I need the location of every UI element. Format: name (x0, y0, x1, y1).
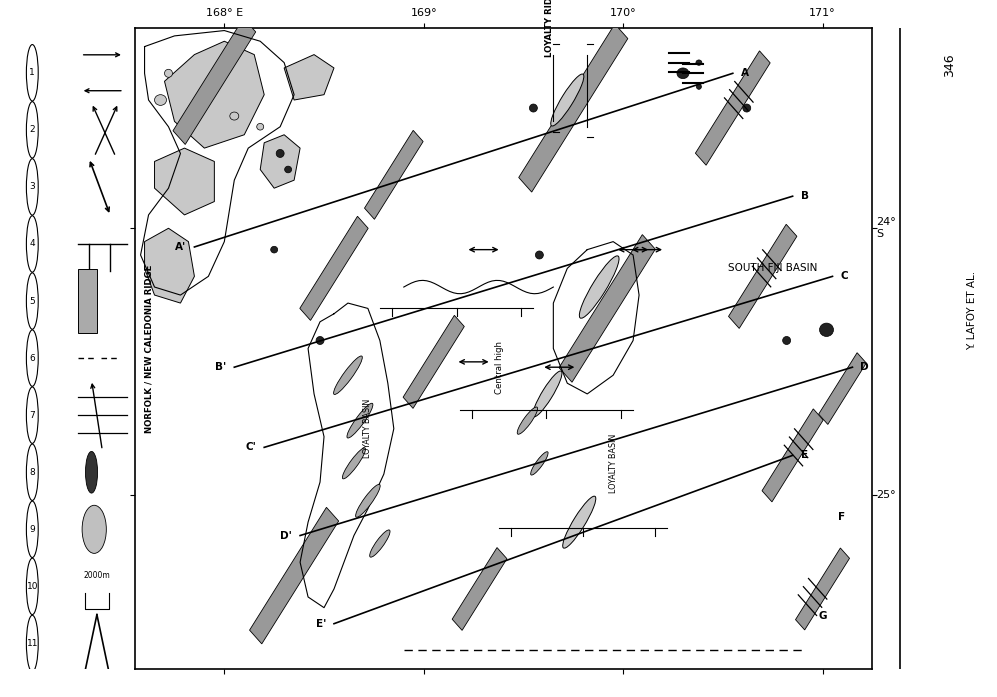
Text: E: E (801, 450, 808, 461)
Polygon shape (165, 41, 264, 148)
Text: 24°
S: 24° S (876, 217, 896, 239)
Ellipse shape (529, 104, 537, 112)
Text: B: B (801, 191, 809, 201)
Text: A': A' (175, 242, 186, 252)
Bar (453, 548, 506, 630)
Ellipse shape (743, 104, 751, 112)
Ellipse shape (696, 60, 702, 66)
Ellipse shape (579, 256, 619, 319)
Polygon shape (155, 148, 214, 215)
Text: 5: 5 (30, 296, 35, 305)
Bar (249, 507, 339, 644)
Ellipse shape (535, 251, 543, 259)
Text: 2: 2 (30, 125, 35, 135)
Text: 9: 9 (30, 525, 35, 534)
Ellipse shape (532, 371, 562, 417)
Ellipse shape (550, 74, 584, 126)
Text: LOYALTY RIDGE: LOYALTY RIDGE (544, 0, 554, 57)
Text: D: D (860, 362, 869, 372)
Text: Central high: Central high (495, 341, 504, 394)
Ellipse shape (347, 404, 373, 438)
Ellipse shape (697, 84, 702, 89)
Text: A: A (741, 68, 749, 78)
Ellipse shape (316, 337, 324, 344)
Bar (695, 51, 771, 165)
Bar (559, 235, 655, 382)
Text: 10: 10 (27, 582, 38, 591)
Ellipse shape (783, 337, 791, 344)
Text: 11: 11 (27, 639, 38, 648)
Ellipse shape (530, 452, 548, 475)
Ellipse shape (820, 323, 833, 337)
Text: G: G (819, 611, 828, 621)
Ellipse shape (285, 166, 292, 173)
Text: LOYALTY BASIN: LOYALTY BASIN (363, 399, 373, 459)
Ellipse shape (677, 68, 689, 79)
Ellipse shape (276, 149, 284, 158)
Ellipse shape (230, 112, 239, 120)
Ellipse shape (342, 448, 366, 479)
Bar (173, 18, 255, 144)
Ellipse shape (82, 505, 107, 553)
Bar (762, 409, 824, 502)
Text: 8: 8 (30, 468, 35, 477)
Bar (365, 130, 423, 220)
Text: F: F (838, 512, 845, 522)
Ellipse shape (86, 452, 98, 493)
Text: 6: 6 (30, 353, 35, 362)
Ellipse shape (165, 69, 172, 77)
Text: 2000m: 2000m (84, 571, 111, 580)
Text: NORFOLK / NEW CALEDONIA RIDGE: NORFOLK / NEW CALEDONIA RIDGE (144, 264, 154, 433)
Bar (300, 216, 368, 321)
Bar (819, 353, 866, 424)
Polygon shape (284, 54, 334, 100)
Text: SOUTH FIJI BASIN: SOUTH FIJI BASIN (728, 263, 818, 273)
Ellipse shape (562, 496, 596, 548)
Text: LOYALTY BASIN: LOYALTY BASIN (608, 434, 618, 493)
Text: 3: 3 (30, 183, 35, 192)
Text: B': B' (215, 362, 226, 372)
Text: 1: 1 (30, 68, 35, 77)
Text: C: C (840, 271, 848, 282)
Ellipse shape (517, 407, 537, 434)
Ellipse shape (271, 246, 278, 253)
Bar (729, 224, 797, 328)
Text: Y. LAFOY ET AL.: Y. LAFOY ET AL. (967, 270, 977, 350)
Text: E': E' (316, 619, 326, 629)
Bar (403, 315, 465, 408)
Ellipse shape (155, 95, 166, 105)
Text: 7: 7 (30, 411, 35, 420)
Ellipse shape (257, 123, 264, 130)
Text: 346: 346 (943, 54, 956, 77)
Ellipse shape (370, 530, 390, 557)
Text: C': C' (245, 443, 256, 452)
Bar (796, 548, 849, 630)
Polygon shape (145, 229, 194, 303)
Text: 4: 4 (30, 240, 35, 248)
Polygon shape (260, 135, 300, 188)
Bar (78, 269, 97, 333)
Ellipse shape (334, 356, 362, 395)
Bar (518, 24, 628, 192)
Text: 25°: 25° (876, 491, 896, 500)
Ellipse shape (356, 484, 380, 517)
Text: D': D' (280, 530, 292, 541)
